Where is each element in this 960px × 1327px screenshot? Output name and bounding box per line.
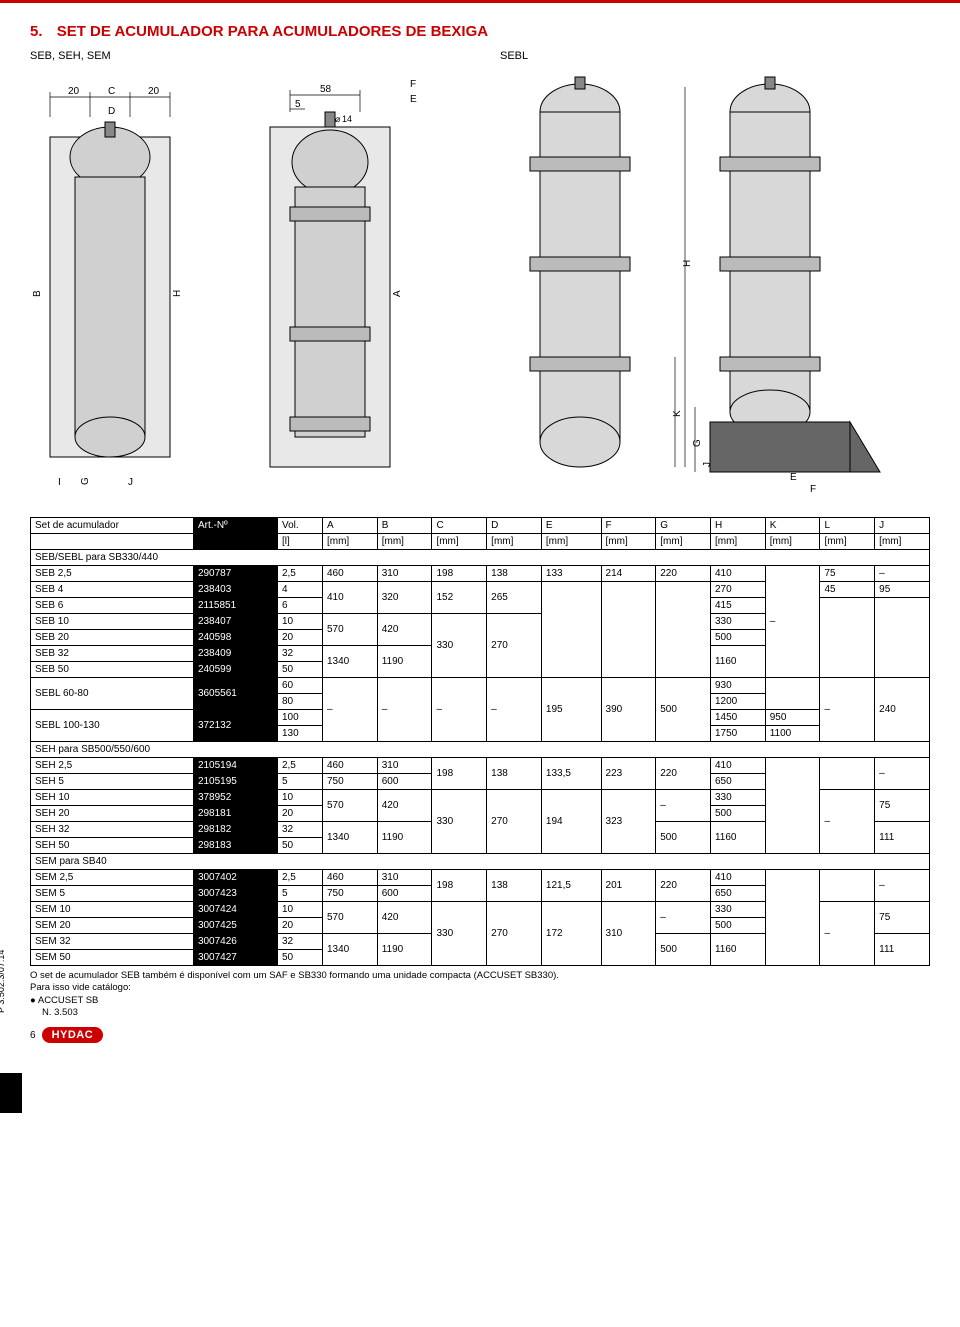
unit-mm: [mm]: [322, 534, 377, 550]
svg-text:J: J: [702, 462, 713, 467]
svg-text:H: H: [682, 260, 693, 267]
th-K: K: [765, 518, 820, 534]
table-row: SEM 2,530074022,5 460310 198138121,52012…: [31, 870, 930, 886]
svg-text:5: 5: [295, 99, 301, 110]
svg-text:C: C: [108, 86, 115, 97]
diagram-right: H K G J F E: [500, 67, 900, 497]
th-D: D: [487, 518, 542, 534]
note-ref: N. 3.503: [30, 1007, 930, 1019]
th-E: E: [541, 518, 601, 534]
svg-text:58: 58: [320, 84, 332, 95]
note-line: O set de acumulador SEB também é disponí…: [30, 970, 930, 982]
svg-text:B: B: [32, 290, 43, 297]
th-set: Set de acumulador: [31, 518, 194, 534]
table-row: SEB 2,5 290787 2,5 460 310 198 138 133 2…: [31, 566, 930, 582]
diagram-left-label: SEB, SEH, SEM: [30, 50, 460, 62]
th-vol: Vol.: [277, 518, 322, 534]
section-title-text: SET DE ACUMULADOR PARA ACUMULADORES DE B…: [57, 23, 488, 40]
note-bullet: ● ACCUSET SB: [30, 995, 930, 1007]
data-table: Set de acumulador Art.-Nº Vol. A B C D E…: [30, 517, 930, 966]
svg-text:A: A: [392, 290, 403, 297]
document-code: P 3.502.3/07.14: [0, 950, 6, 1013]
svg-text:F: F: [410, 79, 416, 90]
unit-l: [l]: [277, 534, 322, 550]
svg-text:D: D: [108, 106, 115, 117]
section-heading: 5. SET DE ACUMULADOR PARA ACUMULADORES D…: [30, 23, 930, 40]
th-G: G: [656, 518, 711, 534]
svg-text:J: J: [128, 477, 133, 488]
svg-text:F: F: [810, 484, 816, 495]
svg-text:20: 20: [68, 86, 80, 97]
svg-text:20: 20: [148, 86, 160, 97]
th-A: A: [322, 518, 377, 534]
svg-text:E: E: [790, 472, 797, 483]
svg-text:K: K: [672, 410, 683, 417]
page-number: 6: [30, 1030, 36, 1041]
section-a: SEB/SEBL para SB330/440: [31, 550, 930, 566]
table-row: SEH 2,521051942,5 460310 198138133,52232…: [31, 758, 930, 774]
th-F: F: [601, 518, 656, 534]
th-J: J: [875, 518, 930, 534]
th-art: Art.-Nº: [193, 518, 277, 534]
th-B: B: [377, 518, 432, 534]
note-line: Para isso vide catálogo:: [30, 982, 930, 994]
section-b: SEH para SB500/550/600: [31, 742, 930, 758]
table-row: SEBL 60-803605561 60 –––– 195390 500 930…: [31, 678, 930, 694]
diagram-left: 20 C 20 D B H G I J: [30, 67, 460, 497]
th-H: H: [710, 518, 765, 534]
svg-text:14: 14: [342, 114, 352, 124]
logo: HYDAC: [42, 1027, 104, 1043]
svg-text:⌀: ⌀: [335, 114, 341, 124]
svg-text:G: G: [80, 477, 91, 485]
th-L: L: [820, 518, 875, 534]
th-C: C: [432, 518, 487, 534]
svg-text:H: H: [172, 290, 183, 297]
svg-text:G: G: [692, 439, 703, 447]
page-tab-marker: [0, 1073, 22, 1113]
section-number: 5.: [30, 23, 43, 40]
svg-text:I: I: [58, 477, 61, 488]
section-c: SEM para SB40: [31, 854, 930, 870]
svg-text:E: E: [410, 94, 417, 105]
footnote: O set de acumulador SEB também é disponí…: [30, 970, 930, 1019]
diagram-right-label: SEBL: [500, 50, 900, 62]
